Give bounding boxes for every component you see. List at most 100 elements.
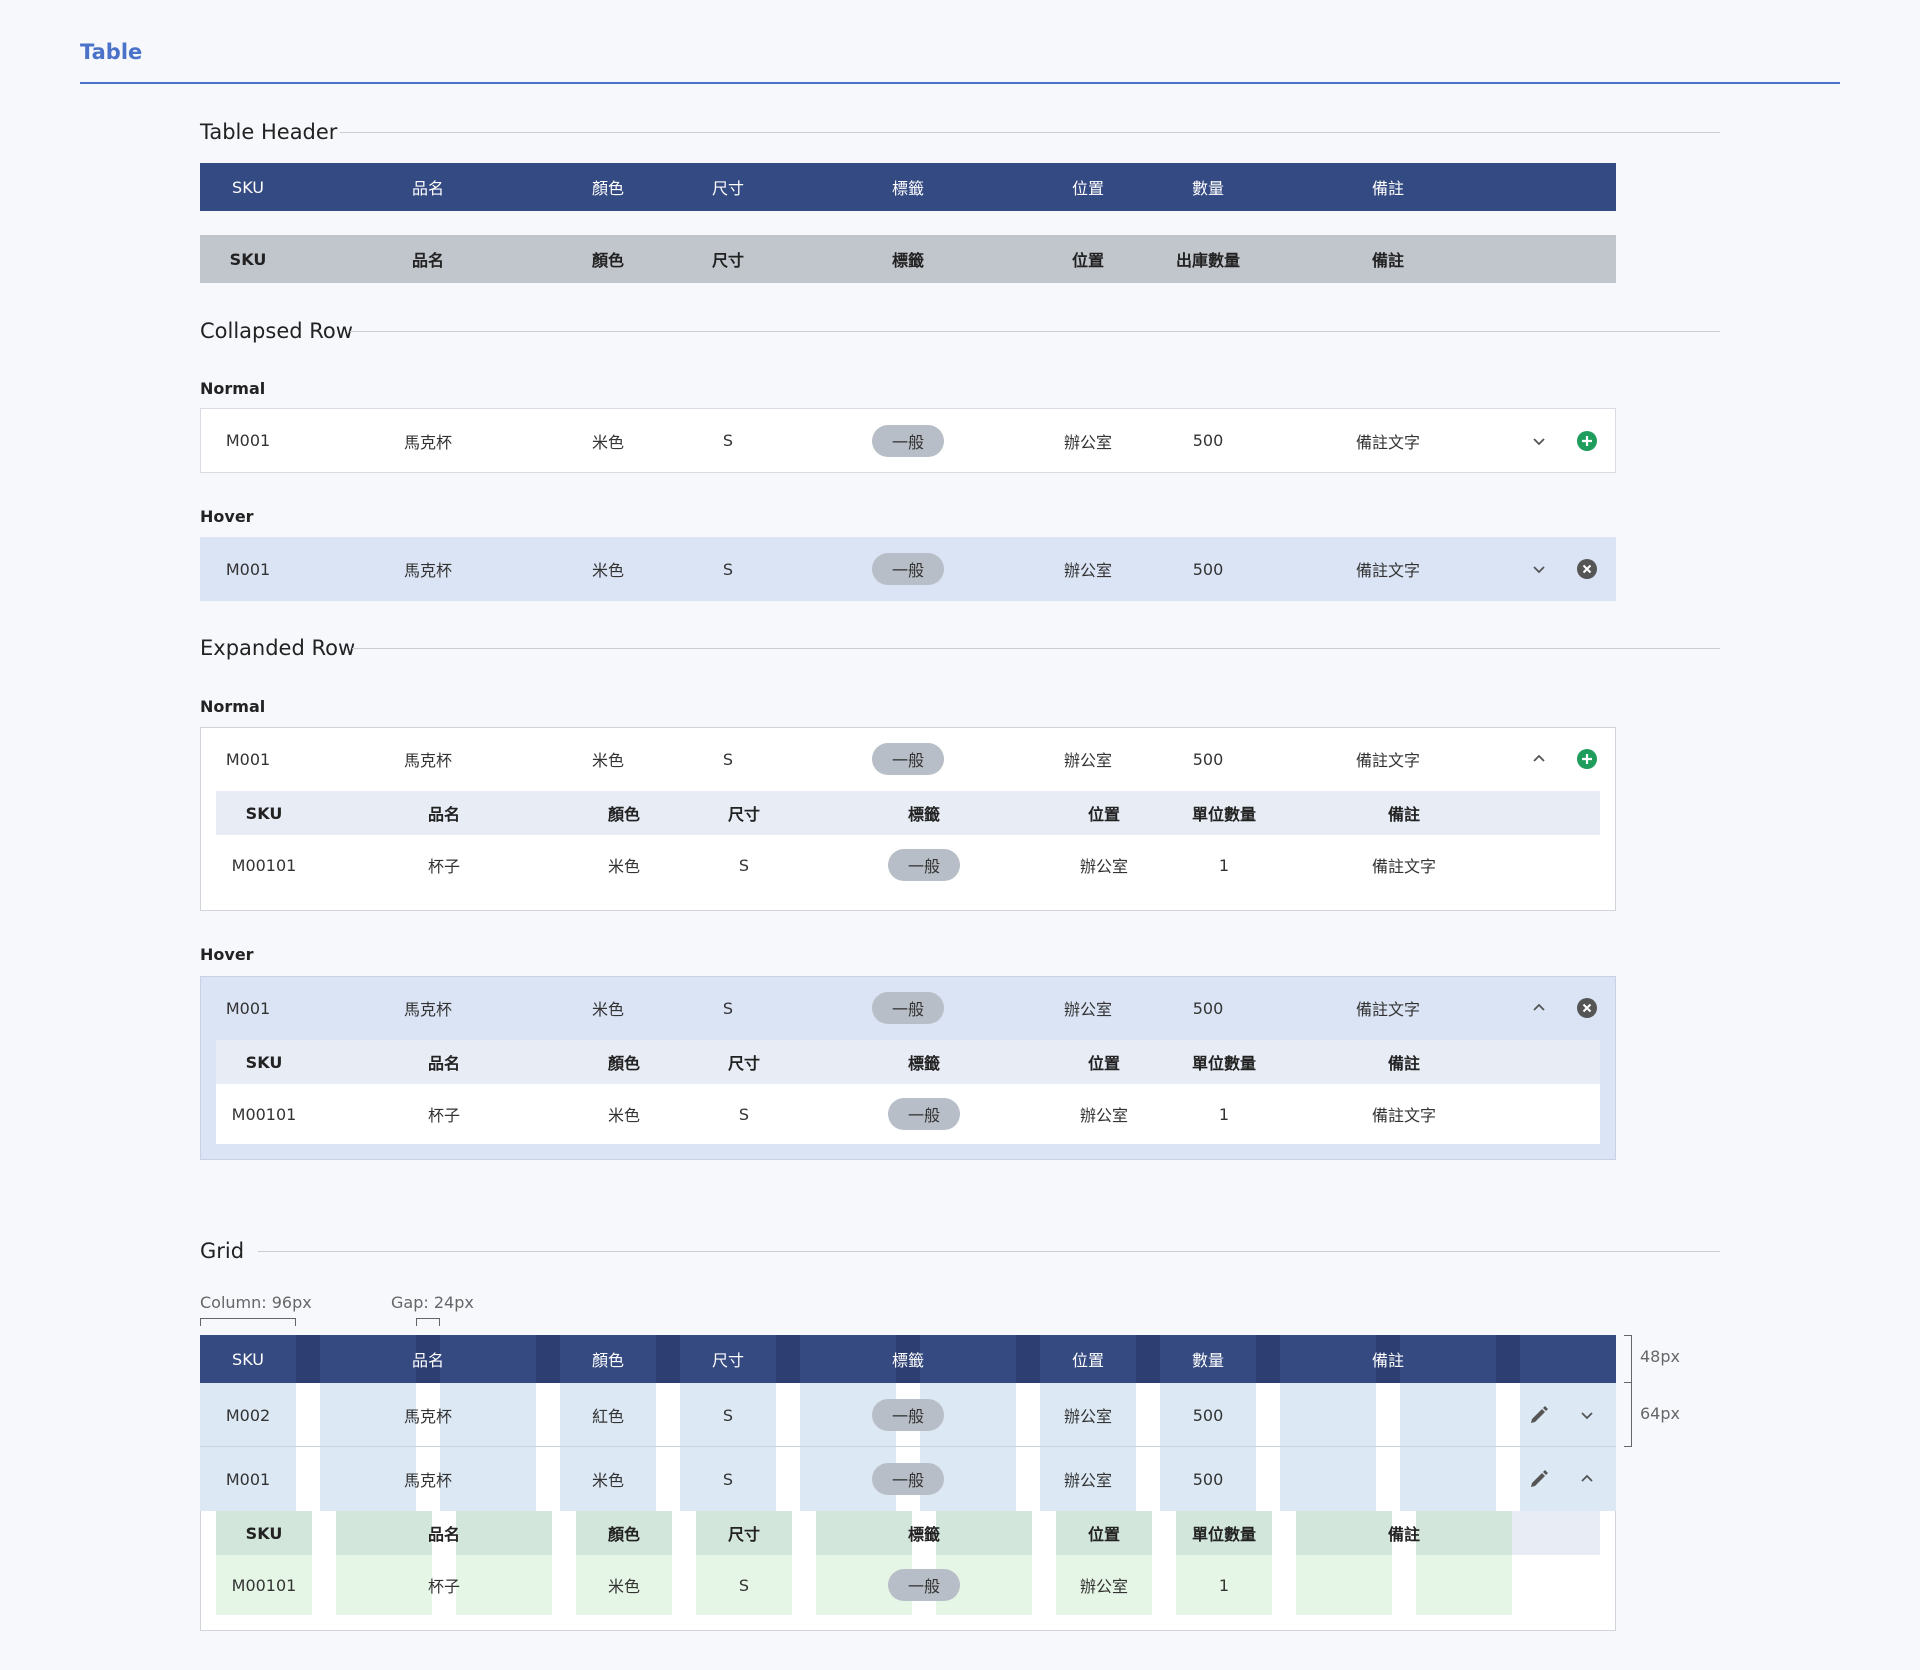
grid-sub-header-cell: 標籤 <box>907 1525 940 1544</box>
grid-row-divider <box>200 1446 1616 1447</box>
sub-row-cell: 辦公室 <box>1079 857 1128 876</box>
grid-column-overlay <box>1520 1383 1616 1511</box>
sub-row-cell: 1 <box>1218 1104 1230 1124</box>
row-cell: 米色 <box>591 751 624 770</box>
grid-row-cell: S <box>722 1469 734 1489</box>
section-divider <box>258 1251 1720 1252</box>
grid-sub-header-cell: 尺寸 <box>727 1525 760 1544</box>
row-cell: 備註文字 <box>1355 432 1420 452</box>
edit-button-svg <box>1531 1406 1548 1423</box>
grid-header-cell: 數量 <box>1191 1351 1224 1370</box>
expand-button[interactable] <box>1527 429 1551 453</box>
collapse-button-svg <box>1581 1474 1593 1482</box>
column-bracket <box>200 1318 296 1326</box>
grid-sub-header-cell: 顏色 <box>607 1525 640 1544</box>
tag-pill: 一般 <box>872 1463 944 1495</box>
grid-column-overlay <box>1040 1335 1136 1383</box>
expand-button[interactable] <box>1527 557 1551 581</box>
row-cell: M001 <box>225 431 271 450</box>
grid-sub-overlay <box>456 1511 552 1555</box>
row-cell: 500 <box>1192 559 1224 579</box>
grid-sub-header-rest <box>1512 1511 1600 1555</box>
sub-row-cell: 1 <box>1218 855 1230 875</box>
row-cell: 馬克杯 <box>403 432 452 452</box>
row-cell: 馬克杯 <box>403 751 452 770</box>
grid-column-overlay <box>440 1383 536 1511</box>
add-button[interactable] <box>1575 429 1599 453</box>
row-cell: 米色 <box>591 432 624 452</box>
grid-column-overlay <box>1160 1335 1256 1383</box>
sub-row-cell: 米色 <box>607 857 640 876</box>
height-bracket <box>1624 1383 1632 1447</box>
header-cell: 位置 <box>1071 251 1104 270</box>
add-button[interactable] <box>1575 747 1599 771</box>
row-cell: 米色 <box>591 1000 624 1019</box>
section-title: Expanded Row <box>200 636 356 660</box>
collapse-button-svg <box>1533 754 1545 762</box>
tag-pill: 一般 <box>888 849 960 881</box>
edit-button[interactable] <box>1527 1467 1551 1491</box>
grid-column-overlay <box>560 1335 656 1383</box>
collapse-button[interactable] <box>1527 996 1551 1020</box>
grid-sub-overlay <box>696 1511 792 1555</box>
sub-header-cell: SKU <box>245 803 283 823</box>
section-divider <box>340 132 1720 133</box>
row-cell: S <box>722 998 734 1018</box>
collapse-button[interactable] <box>1575 1467 1599 1491</box>
row-cell: 備註文字 <box>1355 751 1420 770</box>
header-cell: 顏色 <box>591 251 624 270</box>
sub-row-cell: 備註文字 <box>1371 857 1436 876</box>
expand-button-svg <box>1533 438 1545 446</box>
section-divider <box>350 331 1720 332</box>
tag-pill: 一般 <box>872 424 944 457</box>
tag-pill: 一般 <box>872 1399 944 1431</box>
table-header-dark <box>200 163 1616 211</box>
remove-button-svg <box>1577 559 1597 579</box>
remove-button[interactable] <box>1575 996 1599 1020</box>
grid-sub-header-cell: 位置 <box>1087 1525 1120 1544</box>
header-cell: 標籤 <box>891 179 924 198</box>
row-cell: M001 <box>225 559 271 579</box>
grid-column-overlay <box>800 1335 896 1383</box>
grid-sub-overlay <box>216 1555 312 1615</box>
header-cell: 顏色 <box>591 179 624 198</box>
sub-header-cell: 尺寸 <box>727 1054 760 1073</box>
expand-button-svg <box>1581 1412 1593 1420</box>
sub-row-cell: S <box>738 855 750 875</box>
grid-header-cell: 標籤 <box>891 1351 924 1370</box>
grid-sub-overlay <box>576 1511 672 1555</box>
grid-column-overlay <box>680 1383 776 1511</box>
header-cell: 出庫數量 <box>1175 251 1240 270</box>
section-title: Table Header <box>200 120 338 144</box>
collapse-button[interactable] <box>1527 747 1551 771</box>
expand-button[interactable] <box>1575 1403 1599 1427</box>
sub-header-cell: 標籤 <box>907 1054 940 1073</box>
edit-button-svg <box>1531 1470 1548 1487</box>
sub-header-cell: 品名 <box>427 1054 460 1073</box>
grid-sub-overlay <box>576 1555 672 1615</box>
sub-row-cell: M00101 <box>231 1104 297 1124</box>
gap-bracket <box>416 1318 440 1326</box>
grid-column-overlay <box>1160 1383 1256 1511</box>
grid-sub-header-cell: SKU <box>245 1523 283 1543</box>
remove-button[interactable] <box>1575 557 1599 581</box>
edit-button[interactable] <box>1527 1403 1551 1427</box>
column-note: Column: 96px <box>200 1293 312 1312</box>
grid-header <box>200 1335 1616 1383</box>
grid-row-cell: 馬克杯 <box>403 1471 452 1490</box>
header-cell: 尺寸 <box>711 179 744 198</box>
grid-sub-overlay <box>216 1511 312 1555</box>
grid-sub-overlay <box>1176 1511 1272 1555</box>
grid-column-overlay <box>1400 1335 1496 1383</box>
grid-header-cell: 位置 <box>1071 1351 1104 1370</box>
row-cell: M001 <box>225 749 271 769</box>
sub-row-cell: S <box>738 1104 750 1124</box>
grid-sub-row-cell: M00101 <box>231 1575 297 1595</box>
header-cell: 品名 <box>411 251 444 270</box>
grid-row-cell: S <box>722 1405 734 1425</box>
grid-row-cell: 辦公室 <box>1063 1471 1112 1490</box>
grid-row-cell: 紅色 <box>591 1407 624 1426</box>
grid-header-cell: 備註 <box>1371 1351 1404 1370</box>
state-label: Hover <box>200 945 254 964</box>
header-cell: 備註 <box>1371 251 1404 270</box>
